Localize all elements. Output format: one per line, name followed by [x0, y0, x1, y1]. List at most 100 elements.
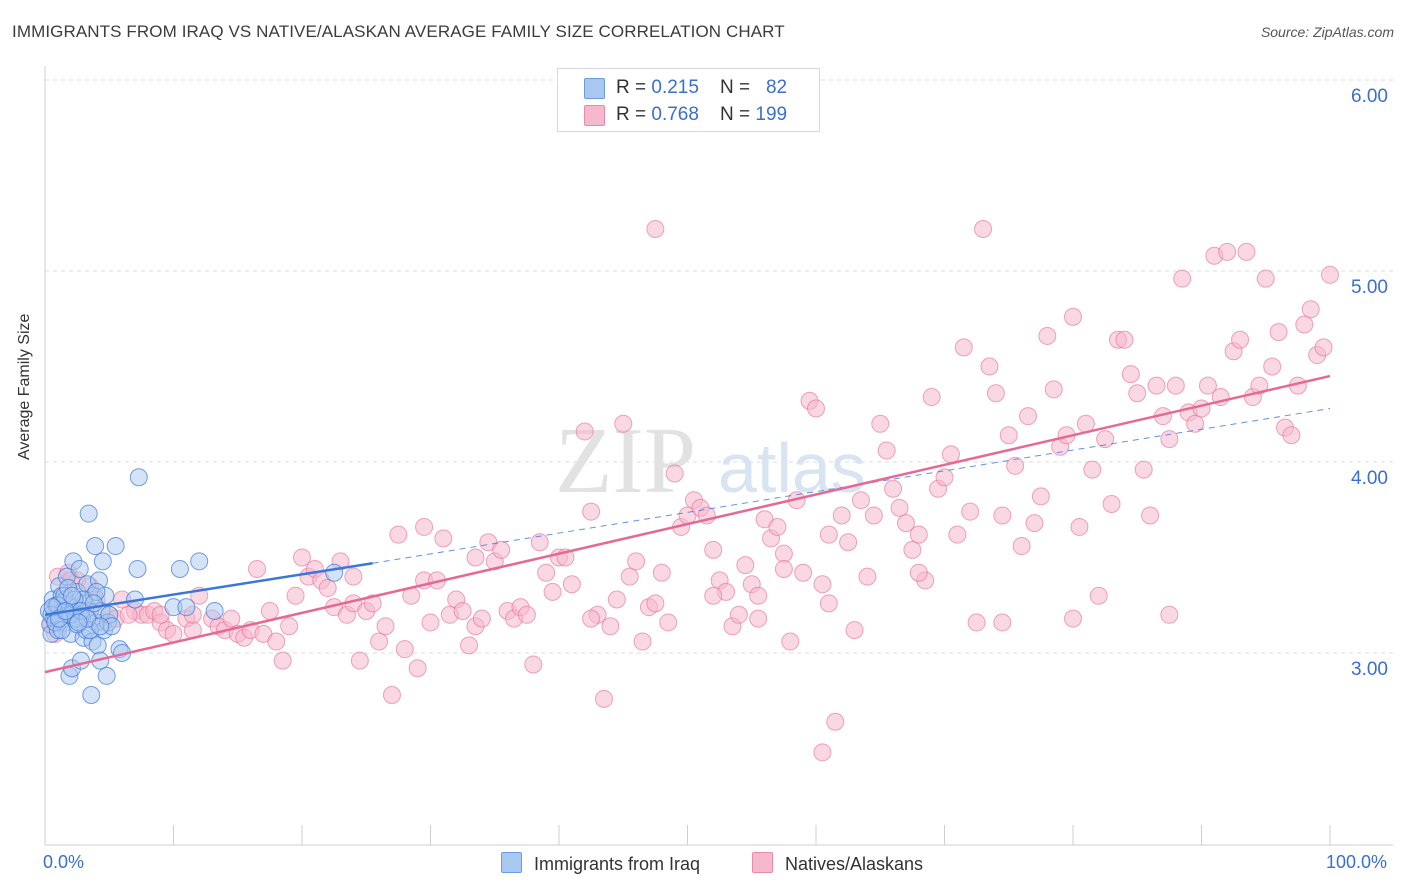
natives-alaskans-point [1186, 414, 1205, 433]
natives-alaskans-point [1282, 426, 1301, 445]
natives-alaskans-point [582, 502, 601, 521]
x-tick-label-min: 0.0% [43, 852, 85, 872]
natives-alaskans-point [1064, 307, 1082, 326]
legend-n-label: N = [720, 104, 756, 125]
natives-alaskans-point [813, 743, 832, 762]
axes [44, 66, 1393, 846]
natives-alaskans-point [1263, 357, 1282, 376]
natives-alaskans-point [980, 357, 999, 376]
legend-swatch-iraq [584, 78, 605, 99]
bottom-legend-swatch-iraq [501, 852, 522, 873]
natives-alaskans-point [280, 617, 299, 636]
natives-alaskans-point [1218, 242, 1237, 261]
natives-alaskans-point [826, 712, 845, 731]
natives-alaskans-point [1231, 330, 1250, 349]
iraq-point [205, 601, 224, 620]
trend-lines [44, 374, 1331, 674]
natives-alaskans-points [42, 219, 1339, 762]
natives-alaskans-trend-line [44, 374, 1331, 674]
natives-alaskans-point [845, 621, 864, 640]
natives-alaskans-point [819, 525, 838, 544]
iraq-point [106, 537, 125, 556]
natives-alaskans-point [1256, 269, 1275, 288]
natives-alaskans-point [935, 468, 954, 487]
natives-alaskans-point [389, 525, 408, 544]
natives-alaskans-point [575, 422, 594, 441]
iraq-point [86, 537, 105, 556]
natives-alaskans-point [293, 548, 311, 567]
bottom-legend-natives[interactable]: Natives/Alaskans [752, 852, 923, 875]
natives-alaskans-point [1192, 399, 1211, 418]
iraq-point [129, 468, 148, 487]
natives-alaskans-point [376, 617, 395, 636]
natives-alaskans-point [273, 651, 292, 670]
natives-alaskans-point [839, 533, 858, 552]
natives-alaskans-point [993, 506, 1012, 525]
bottom-legend-label-natives: Natives/Alaskans [785, 854, 924, 874]
iraq-point [325, 563, 344, 582]
natives-alaskans-point [884, 479, 903, 498]
natives-alaskans-point [222, 609, 241, 628]
natives-alaskans-point [1064, 609, 1082, 628]
iraq-point [128, 559, 147, 578]
watermark: ZIP atlas [555, 409, 866, 513]
natives-alaskans-point [1025, 514, 1044, 533]
iraq-point [70, 559, 89, 578]
iraq-point [177, 598, 196, 617]
bottom-legend-iraq[interactable]: Immigrants from Iraq [501, 852, 700, 875]
natives-alaskans-point [530, 533, 549, 552]
grid-lines [45, 79, 1393, 654]
natives-alaskans-point [749, 586, 768, 605]
natives-alaskans-point [1314, 338, 1333, 357]
natives-alaskans-point [774, 559, 793, 578]
legend-n-value-iraq: 82 [765, 77, 788, 98]
natives-alaskans-point [1070, 517, 1089, 536]
legend-r-value-natives: 0.768 [651, 104, 699, 125]
natives-alaskans-point [1166, 376, 1185, 395]
x-tick-label-max: 100.0% [1326, 852, 1388, 872]
natives-alaskans-point [659, 613, 678, 632]
natives-alaskans-point [890, 498, 909, 517]
legend-n-label: N = [720, 77, 756, 98]
natives-alaskans-point [248, 559, 267, 578]
iraq-trend-line [44, 561, 373, 617]
natives-alaskans-point [492, 540, 511, 559]
natives-alaskans-point [851, 491, 870, 510]
natives-alaskans-point [517, 605, 536, 624]
iraq-points [39, 468, 344, 705]
natives-alaskans-point [633, 632, 652, 651]
natives-alaskans-point [704, 540, 723, 559]
correlation-legend: R = 0.215 N = 82 R = 0.768 N = 199 [557, 68, 820, 132]
natives-alaskans-point [768, 517, 787, 536]
natives-alaskans-point [382, 686, 401, 705]
natives-alaskans-point [260, 601, 279, 620]
iraq-point [170, 559, 189, 578]
iraq-point [97, 666, 116, 685]
y-tick-label-5: 5.00 [1351, 277, 1388, 298]
natives-alaskans-point [922, 388, 941, 407]
natives-alaskans-point [415, 517, 434, 536]
natives-alaskans-point [1038, 326, 1057, 345]
natives-alaskans-point [877, 441, 896, 460]
natives-alaskans-point [607, 590, 626, 609]
natives-alaskans-point [909, 563, 928, 582]
natives-alaskans-point [1019, 407, 1038, 426]
natives-alaskans-point [1115, 330, 1134, 349]
natives-alaskans-point [460, 636, 479, 655]
iraq-point [190, 552, 209, 571]
natives-alaskans-point [729, 605, 748, 624]
legend-r-label: R = [616, 104, 652, 125]
natives-alaskans-point [350, 651, 369, 670]
natives-alaskans-point [1301, 300, 1320, 319]
natives-alaskans-point [736, 556, 755, 575]
natives-alaskans-point [1160, 430, 1179, 449]
natives-alaskans-point [896, 514, 915, 533]
natives-alaskans-point [524, 655, 543, 674]
natives-alaskans-point [652, 563, 671, 582]
natives-alaskans-point [986, 384, 1005, 403]
natives-alaskans-point [813, 575, 832, 594]
natives-alaskans-point [819, 594, 838, 613]
natives-alaskans-point [749, 609, 768, 628]
natives-alaskans-point [1198, 376, 1217, 395]
natives-alaskans-point [267, 632, 286, 651]
